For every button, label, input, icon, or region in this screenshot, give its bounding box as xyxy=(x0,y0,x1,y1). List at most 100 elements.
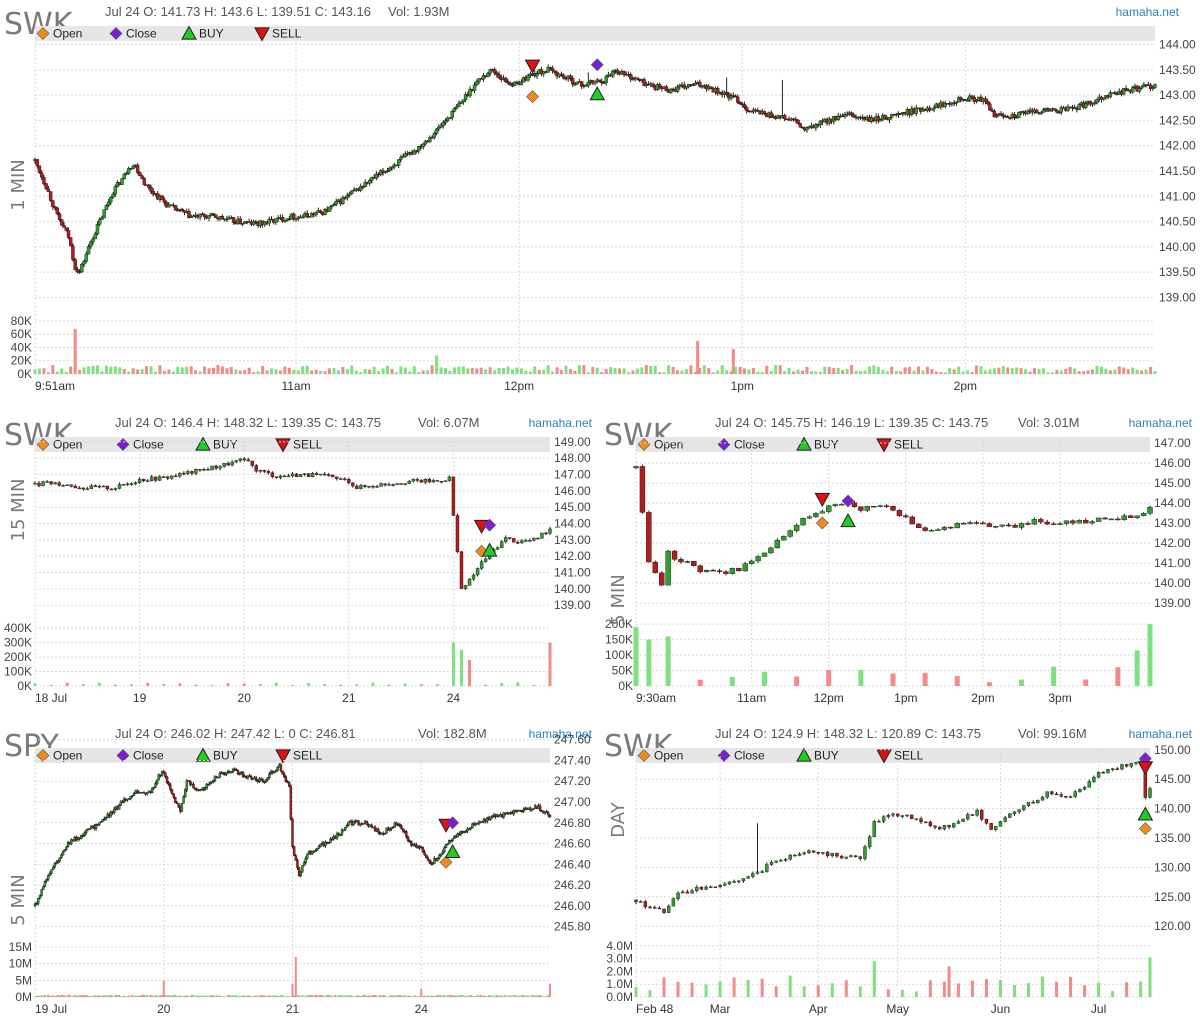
candle-body xyxy=(909,814,914,819)
candle-body xyxy=(406,836,410,841)
candle-body xyxy=(160,771,164,777)
volume-bar xyxy=(952,369,956,374)
volume-tick-label: 5M xyxy=(15,973,32,987)
candle-body xyxy=(88,828,91,830)
volume-bar xyxy=(307,683,311,686)
volume-bar xyxy=(218,995,221,997)
candle-body xyxy=(793,524,800,531)
volume-bar xyxy=(399,366,403,374)
candle-body xyxy=(781,536,787,541)
candle-body xyxy=(1022,805,1026,810)
volume-bar xyxy=(475,368,479,374)
candle-body xyxy=(330,205,334,208)
volume-bar xyxy=(760,978,764,997)
y-tick-label: 140.00 xyxy=(554,582,591,596)
volume-bar xyxy=(403,367,407,374)
candle-body xyxy=(948,526,954,529)
volume-bar xyxy=(458,995,461,997)
volume-bar xyxy=(136,995,139,997)
candle-body xyxy=(44,183,48,190)
candle-body xyxy=(604,75,608,83)
volume-bar xyxy=(704,984,708,997)
timeframe-label: 15 MIN xyxy=(8,479,29,542)
candle-body xyxy=(396,159,401,166)
volume-bar xyxy=(162,980,165,997)
volume-bar xyxy=(271,995,274,997)
volume-bar xyxy=(397,994,400,997)
volume-bar xyxy=(444,368,448,374)
volume-bar xyxy=(482,995,485,997)
volume-tick-label: 400K xyxy=(4,621,32,635)
volume-bar xyxy=(814,371,818,374)
candle-body xyxy=(1078,788,1082,792)
candle-body xyxy=(268,773,271,778)
volume-bar xyxy=(69,366,73,374)
volume-bar xyxy=(104,365,108,374)
candle-body xyxy=(40,889,43,897)
y-tick-label: 143.50 xyxy=(1159,63,1196,77)
volume-bar xyxy=(51,365,55,374)
open-marker xyxy=(439,855,453,869)
volume-bar xyxy=(270,996,273,997)
candle-body xyxy=(137,478,142,483)
candle-body xyxy=(345,194,350,198)
legend-buy-icon xyxy=(195,436,211,451)
candle-body xyxy=(691,561,697,566)
y-tick-label: 142.00 xyxy=(554,549,591,563)
y-tick-label: 146.00 xyxy=(1154,456,1191,470)
volume-bar xyxy=(140,369,144,374)
volume-bar xyxy=(78,369,82,374)
candle-body xyxy=(58,857,61,862)
candle-body xyxy=(642,79,646,86)
candle-body xyxy=(867,836,872,848)
candle-body xyxy=(352,189,356,192)
candle-body xyxy=(263,781,266,784)
candle-body xyxy=(435,480,440,482)
volume-bar xyxy=(223,996,226,998)
candle-body xyxy=(633,466,639,469)
candle-body xyxy=(1093,102,1097,104)
volume-bar xyxy=(263,995,266,997)
candle-body xyxy=(718,885,722,888)
candle-body xyxy=(448,117,452,119)
candle-body xyxy=(207,215,211,219)
candle-body xyxy=(124,172,129,175)
candle-body xyxy=(992,111,997,118)
candle-body xyxy=(398,824,401,826)
candle-body xyxy=(314,850,317,852)
candle-body xyxy=(122,174,126,179)
candle-body xyxy=(779,860,783,862)
candle-body xyxy=(405,831,408,838)
volume-bar xyxy=(394,372,398,374)
volume-bar xyxy=(403,994,406,997)
volume-bar xyxy=(377,996,380,997)
volume-bar xyxy=(207,368,211,374)
candle-body xyxy=(363,182,367,188)
volume-bar xyxy=(372,366,376,374)
volume-bar xyxy=(844,980,848,997)
candle-body xyxy=(311,851,314,855)
volume-bar xyxy=(983,370,987,374)
volume-bar xyxy=(489,995,492,997)
candle-body xyxy=(853,855,858,857)
volume-bar xyxy=(344,995,347,997)
volume-bar xyxy=(34,996,36,997)
volume-bar xyxy=(65,996,68,997)
volume-bar xyxy=(321,995,324,997)
volume-bar xyxy=(189,366,193,374)
volume-bar xyxy=(64,371,68,374)
candle-body xyxy=(736,96,740,103)
volume-bar xyxy=(153,371,157,374)
candle-body xyxy=(684,561,691,563)
candle-body xyxy=(113,488,118,490)
volume-bar xyxy=(514,994,517,997)
volume-bar xyxy=(349,994,352,997)
ohlc-info: Jul 24 O: 141.73 H: 143.6 L: 139.51 C: 1… xyxy=(105,4,371,19)
candle-body xyxy=(1077,104,1081,110)
candle-body xyxy=(698,82,702,87)
x-tick-label: Jul xyxy=(1091,1002,1106,1016)
candle-body xyxy=(95,224,100,235)
candle-body xyxy=(1134,762,1138,764)
candle-body xyxy=(319,843,322,847)
x-tick-label: Jun xyxy=(991,1002,1010,1016)
